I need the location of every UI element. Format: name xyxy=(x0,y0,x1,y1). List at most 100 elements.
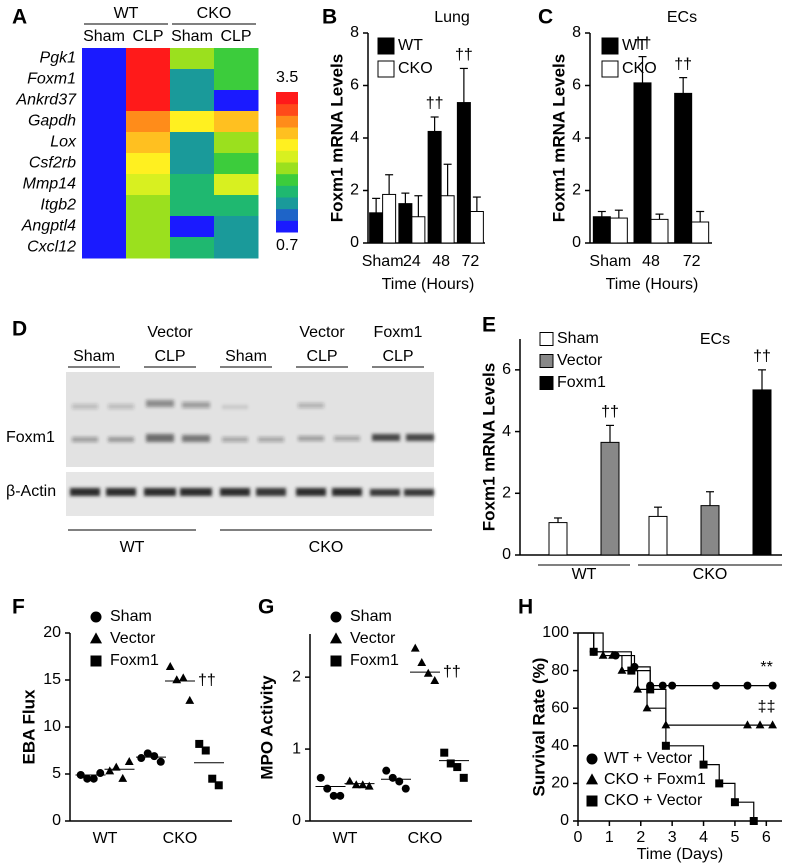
marker xyxy=(401,784,410,793)
blot-panel xyxy=(66,372,434,467)
y-tick-label: 2 xyxy=(292,668,301,685)
x-tick-label: 72 xyxy=(683,253,701,270)
heatmap-cell xyxy=(126,237,171,259)
marker xyxy=(768,681,777,690)
bar xyxy=(600,441,620,556)
heatmap-cell xyxy=(170,111,215,133)
significance: †† xyxy=(601,404,619,421)
y-tick-label: 4 xyxy=(350,129,359,146)
legend-marker xyxy=(90,655,102,667)
x-tick-label: Sham xyxy=(589,253,631,270)
marker xyxy=(417,657,427,666)
marker xyxy=(83,774,92,783)
heatmap-cell xyxy=(82,69,127,91)
row-label: Angptl4 xyxy=(21,218,76,235)
y-tick-label: 8 xyxy=(350,24,359,41)
marker xyxy=(699,760,708,769)
heatmap-cell xyxy=(126,195,171,217)
panel-letter: G xyxy=(258,596,274,619)
y-tick-label: 20 xyxy=(551,775,569,792)
marker xyxy=(658,681,667,690)
colorbar-label: 0.7 xyxy=(276,237,298,254)
marker xyxy=(345,776,355,785)
marker xyxy=(137,754,146,763)
marker xyxy=(124,756,134,765)
x-axis-label: Time (Hours) xyxy=(606,276,699,293)
marker xyxy=(608,650,617,659)
marker xyxy=(165,662,175,671)
marker xyxy=(201,746,210,755)
marker xyxy=(178,673,188,682)
lane-underlines xyxy=(68,366,432,531)
x-tick-label: CKO xyxy=(163,830,198,847)
heatmap-cell xyxy=(82,174,127,196)
marker xyxy=(755,720,765,729)
heatmap-cell xyxy=(214,237,259,259)
y-tick-label: 0 xyxy=(502,546,511,563)
colorbar-label: 3.5 xyxy=(276,69,298,86)
marker xyxy=(185,695,195,704)
marker xyxy=(172,675,182,684)
colorbar-step xyxy=(276,138,298,151)
x-tick-label: 1 xyxy=(605,829,614,846)
column-label: CLP xyxy=(132,28,163,45)
lane-label: Vector xyxy=(299,324,345,341)
marker xyxy=(661,741,670,750)
heatmap-cell xyxy=(82,153,127,175)
marker xyxy=(111,762,121,771)
y-tick-label: 2 xyxy=(350,182,359,199)
marker xyxy=(195,739,204,748)
y-tick-label: 1 xyxy=(292,740,301,757)
bar xyxy=(752,389,772,556)
marker xyxy=(382,766,391,775)
marker xyxy=(646,685,655,694)
marker xyxy=(430,675,440,684)
legend-swatch xyxy=(377,37,395,55)
x-tick-label: 48 xyxy=(432,253,450,270)
heatmap-cell xyxy=(82,48,127,70)
significance: †† xyxy=(198,672,216,689)
colorbar-step xyxy=(276,103,298,116)
panel-letter: A xyxy=(12,6,27,29)
x-tick-label: WT xyxy=(93,830,118,847)
heatmap-cell xyxy=(170,195,215,217)
x-tick-label: CKO xyxy=(693,566,728,583)
legend-label: CKO + Vector xyxy=(604,792,703,809)
legend-label: Sham xyxy=(350,608,392,625)
significance: †† xyxy=(455,47,473,64)
survival-line xyxy=(578,632,773,687)
heatmap-cell xyxy=(82,90,127,112)
heatmap-cell xyxy=(214,153,259,175)
y-axis-label: Survival Rate (%) xyxy=(529,658,548,797)
y-tick-label: 4 xyxy=(572,129,581,146)
x-tick-label: 24 xyxy=(403,253,421,270)
colorbar-step xyxy=(276,127,298,140)
legend-label: WT xyxy=(398,37,423,54)
marker xyxy=(410,643,420,652)
heatmap-cell xyxy=(82,237,127,259)
legend-marker xyxy=(89,632,103,644)
marker xyxy=(96,769,105,778)
bar xyxy=(411,216,426,244)
column-label: Sham xyxy=(83,28,125,45)
x-tick-label: WT xyxy=(572,566,597,583)
lane-label: Foxm1 xyxy=(374,324,423,341)
heatmap-cell xyxy=(126,153,171,175)
y-tick-label: 8 xyxy=(572,24,581,41)
marker xyxy=(156,757,165,766)
heatmap-cell xyxy=(126,69,171,91)
row-label: Itgb2 xyxy=(40,197,76,214)
legend-label: Sham xyxy=(110,608,152,625)
heatmap-cell xyxy=(214,90,259,112)
legend-label: WT xyxy=(622,37,647,54)
legend-swatch xyxy=(377,60,395,78)
bar xyxy=(469,211,484,244)
y-tick-label: 6 xyxy=(572,77,581,94)
y-tick-label: 60 xyxy=(551,699,569,716)
legend-label: CKO xyxy=(398,60,433,77)
panel-letter: F xyxy=(12,596,25,619)
bar xyxy=(700,505,720,556)
legend-marker xyxy=(330,611,342,623)
marker xyxy=(423,668,433,677)
